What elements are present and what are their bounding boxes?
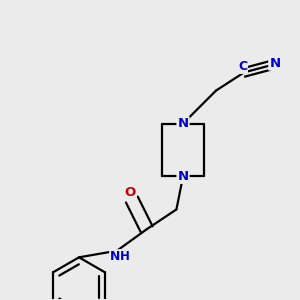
Text: H: H	[120, 250, 130, 263]
Text: C: C	[238, 60, 247, 73]
Text: N: N	[269, 57, 281, 70]
Text: N: N	[110, 250, 121, 263]
Text: N: N	[178, 117, 189, 130]
Text: O: O	[124, 186, 136, 199]
Text: N: N	[178, 170, 189, 183]
